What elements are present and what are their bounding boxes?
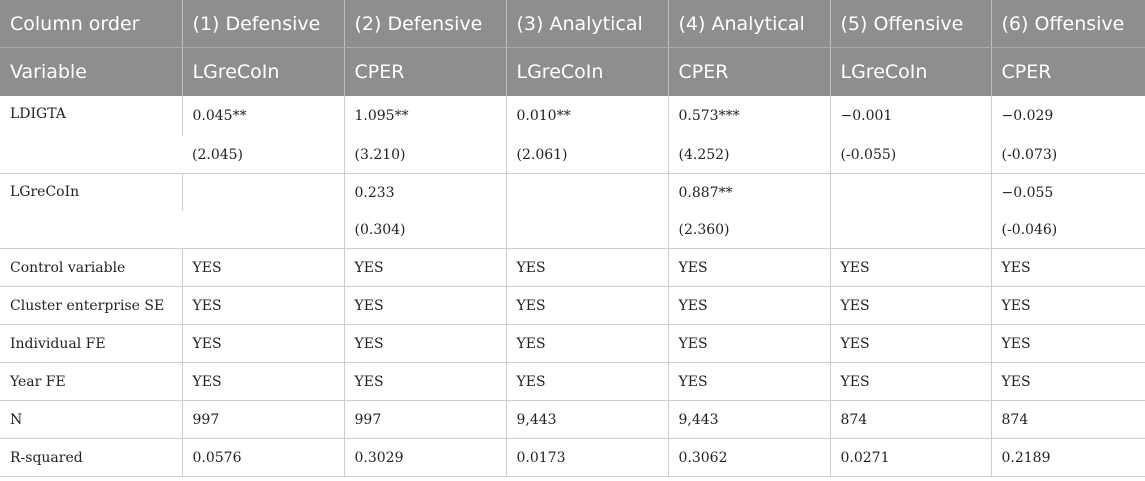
table-row: (2.045) (3.210) (2.061) (4.252) (-0.055)… <box>0 136 1145 174</box>
header-cell: (6) Offensive <box>990 0 1145 48</box>
table-row: LGreCoIn 0.233 0.887** −0.055 <box>0 173 1145 249</box>
value-cell: 0.3029 <box>343 438 506 477</box>
table-row: Year FE YES YES YES YES YES YES <box>0 362 1145 401</box>
table-row: (0.304) (2.360) (-0.046) <box>0 211 1145 249</box>
value-cell: YES <box>181 286 344 325</box>
value-cell: YES <box>667 248 830 287</box>
coef-cell: −0.029 <box>990 96 1145 136</box>
value-cell: 9,443 <box>667 400 830 439</box>
value-cell: 0.0173 <box>505 438 668 477</box>
coef-cell: 0.573*** <box>667 96 830 136</box>
value-cell: YES <box>990 362 1145 401</box>
header-cell: CPER <box>343 47 506 96</box>
header-cell: (2) Defensive <box>343 0 506 48</box>
value-cell: 997 <box>343 400 506 439</box>
value-cell: YES <box>181 362 344 401</box>
coef-cell <box>181 173 344 211</box>
header-cell: Column order <box>0 0 182 48</box>
tstat-cell: (-0.046) <box>990 211 1145 249</box>
row-label-control-variable: Control variable <box>0 248 182 287</box>
table-body: LDIGTA 0.045** 1.095** 0.010** 0.573*** … <box>0 96 1145 477</box>
tstat-cell <box>505 211 668 249</box>
header-cell: LGreCoIn <box>181 47 344 96</box>
tstat-cell: (-0.073) <box>990 136 1145 174</box>
coef-cell: −0.001 <box>829 96 991 136</box>
value-cell: YES <box>505 324 668 363</box>
table-row: Control variable YES YES YES YES YES YES <box>0 248 1145 287</box>
value-cell: 9,443 <box>505 400 668 439</box>
header-cell: (5) Offensive <box>829 0 991 48</box>
header-row-column-order: Column order (1) Defensive (2) Defensive… <box>0 0 1145 48</box>
table-row: R-squared 0.0576 0.3029 0.0173 0.3062 0.… <box>0 438 1145 477</box>
tstat-cell: (2.061) <box>505 136 668 174</box>
coef-cell <box>829 173 991 211</box>
header-cell: CPER <box>990 47 1145 96</box>
value-cell: 0.0576 <box>181 438 344 477</box>
tstat-cell <box>182 211 344 249</box>
value-cell: 874 <box>990 400 1145 439</box>
tstat-cell: (4.252) <box>667 136 830 174</box>
value-cell: YES <box>829 248 991 287</box>
tstat-cell <box>829 211 991 249</box>
tstat-cell: (0.304) <box>343 211 506 249</box>
tstat-cell: (-0.055) <box>829 136 991 174</box>
coef-cell: −0.055 <box>990 173 1145 211</box>
value-cell: YES <box>990 248 1145 287</box>
row-label-r-squared: R-squared <box>0 438 182 477</box>
value-cell: YES <box>990 286 1145 325</box>
coef-cell: 0.010** <box>505 96 668 136</box>
value-cell: YES <box>343 324 506 363</box>
header-cell: CPER <box>667 47 830 96</box>
header-cell: LGreCoIn <box>829 47 991 96</box>
value-cell: YES <box>990 324 1145 363</box>
row-label-year-fe: Year FE <box>0 362 182 401</box>
value-cell: YES <box>343 362 506 401</box>
header-cell: Variable <box>0 47 182 96</box>
value-cell: 0.0271 <box>829 438 991 477</box>
value-cell: YES <box>505 286 668 325</box>
table-row: Cluster enterprise SE YES YES YES YES YE… <box>0 286 1145 325</box>
tstat-cell: (3.210) <box>343 136 506 174</box>
table-header: Column order (1) Defensive (2) Defensive… <box>0 0 1145 96</box>
header-cell: (4) Analytical <box>667 0 830 48</box>
value-cell: YES <box>505 362 668 401</box>
table-row: N 997 997 9,443 9,443 874 874 <box>0 400 1145 439</box>
tstat-cell: (2.360) <box>667 211 830 249</box>
row-label-lgrecoin: LGreCoIn <box>0 173 182 249</box>
coef-cell <box>505 173 668 211</box>
value-cell: YES <box>181 248 344 287</box>
header-row-variable: Variable LGreCoIn CPER LGreCoIn CPER LGr… <box>0 47 1145 96</box>
table-row: LDIGTA 0.045** 1.095** 0.010** 0.573*** … <box>0 96 1145 174</box>
coef-cell: 0.233 <box>343 173 506 211</box>
tstat-cell: (2.045) <box>182 136 344 174</box>
coef-cell: 0.045** <box>181 96 344 136</box>
value-cell: 0.3062 <box>667 438 830 477</box>
row-label-n: N <box>0 400 182 439</box>
row-label-individual-fe: Individual FE <box>0 324 182 363</box>
row-label-ldigta: LDIGTA <box>0 96 182 174</box>
value-cell: YES <box>181 324 344 363</box>
value-cell: YES <box>343 248 506 287</box>
value-cell: YES <box>667 324 830 363</box>
table-row: Individual FE YES YES YES YES YES YES <box>0 324 1145 363</box>
value-cell: 874 <box>829 400 991 439</box>
value-cell: YES <box>667 286 830 325</box>
value-cell: 997 <box>181 400 344 439</box>
row-label-cluster-enterprise-se: Cluster enterprise SE <box>0 286 182 325</box>
value-cell: YES <box>829 286 991 325</box>
header-cell: LGreCoIn <box>505 47 668 96</box>
value-cell: YES <box>505 248 668 287</box>
coef-cell: 1.095** <box>343 96 506 136</box>
coef-cell: 0.887** <box>667 173 830 211</box>
value-cell: YES <box>829 362 991 401</box>
header-cell: (3) Analytical <box>505 0 668 48</box>
header-cell: (1) Defensive <box>181 0 344 48</box>
value-cell: YES <box>667 362 830 401</box>
value-cell: YES <box>829 324 991 363</box>
value-cell: 0.2189 <box>990 438 1145 477</box>
value-cell: YES <box>343 286 506 325</box>
